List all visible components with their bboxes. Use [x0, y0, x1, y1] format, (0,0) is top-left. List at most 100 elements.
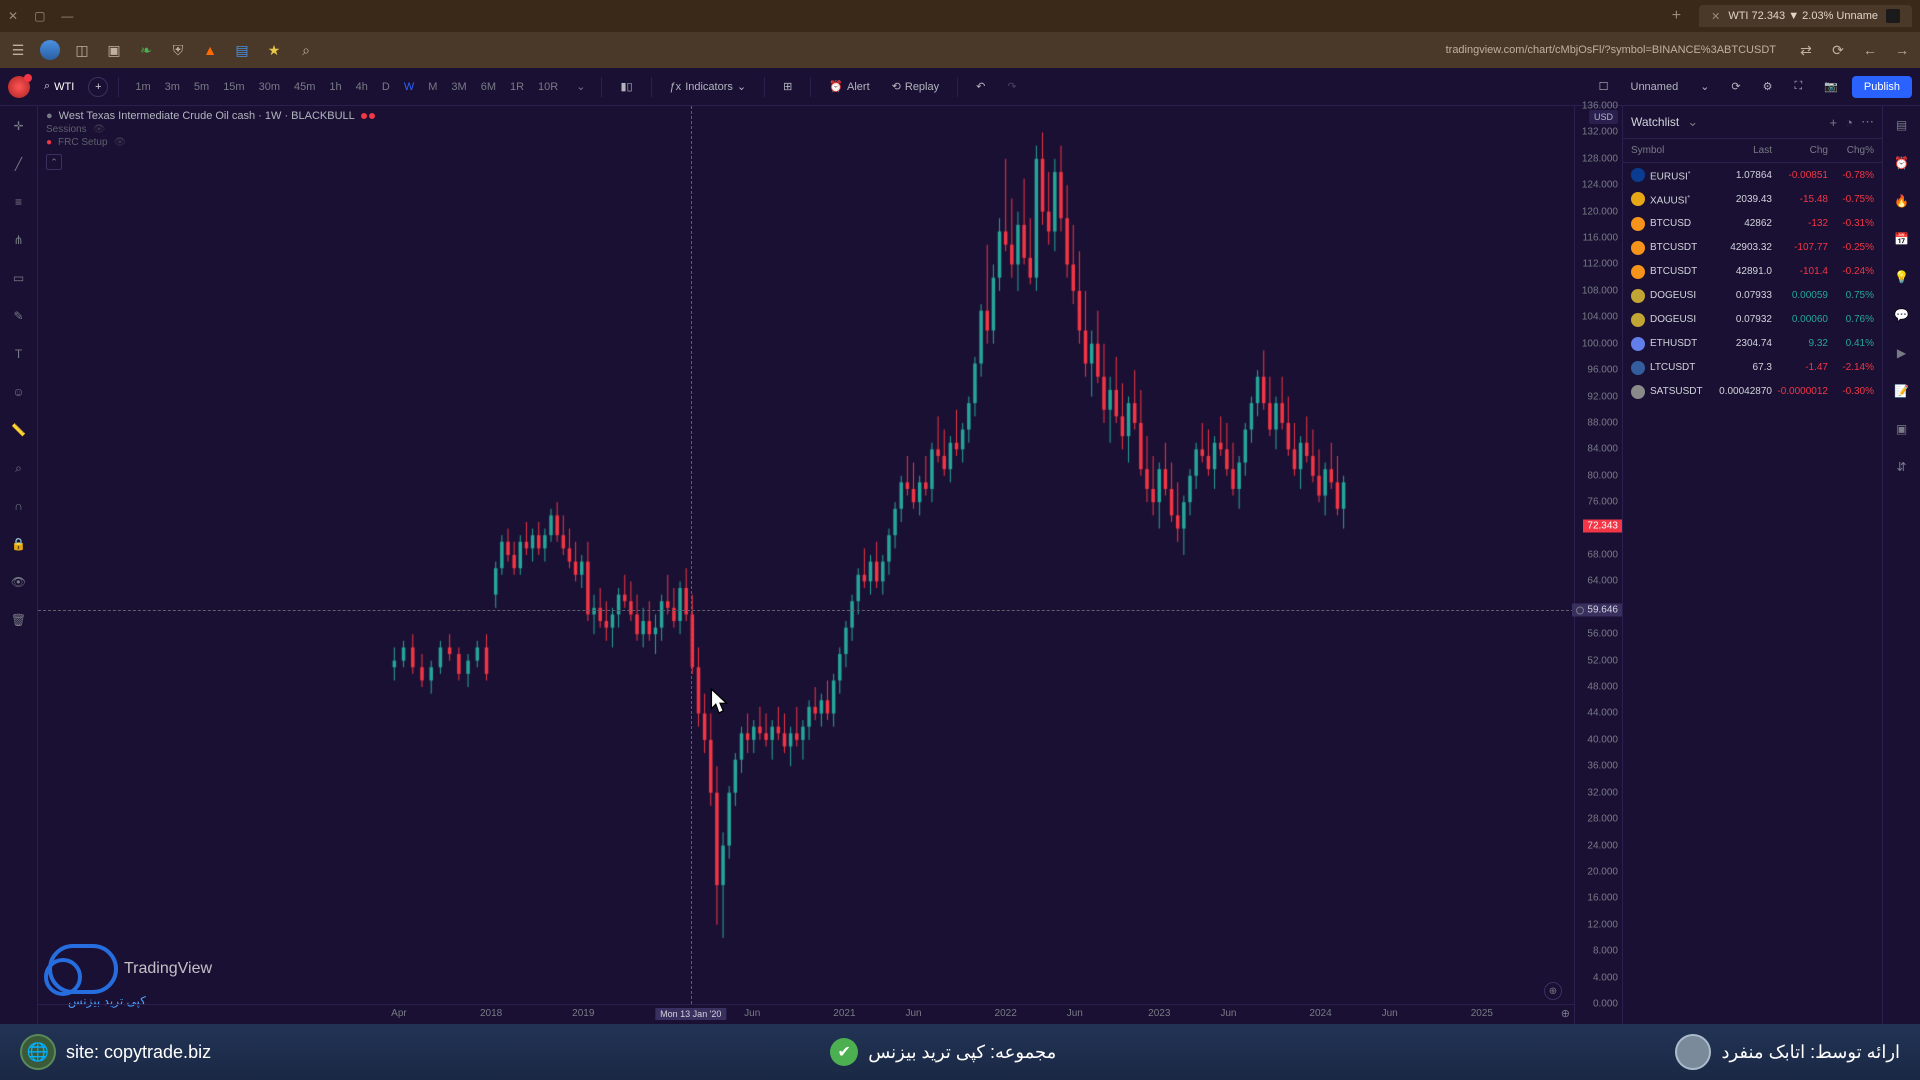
stream-icon[interactable]: ▶: [1891, 342, 1913, 364]
interval-1m[interactable]: 1m: [129, 77, 156, 97]
cloud-icon[interactable]: ⟳: [1723, 76, 1748, 97]
notes-icon[interactable]: 📝: [1891, 380, 1913, 402]
cursor-tool-icon[interactable]: ✛: [7, 114, 31, 138]
interval-10R[interactable]: 10R: [532, 77, 564, 97]
ideas-icon[interactable]: 💡: [1891, 266, 1913, 288]
search-browser-icon[interactable]: ⌕: [296, 40, 316, 60]
watchlist-row[interactable]: LTCUSDT 67.3 -1.47 -2.14%: [1623, 356, 1882, 380]
chart-canvas[interactable]: [38, 106, 1574, 1004]
pitchfork-tool-icon[interactable]: ⋔: [7, 228, 31, 252]
interval-1h[interactable]: 1h: [323, 77, 347, 97]
interval-30m[interactable]: 30m: [253, 77, 286, 97]
magnet-tool-icon[interactable]: ∩: [7, 494, 31, 518]
interval-D[interactable]: D: [376, 77, 396, 97]
watchlist-row[interactable]: DOGEUSI 0.07933 0.00059 0.75%: [1623, 284, 1882, 308]
interval-M[interactable]: M: [422, 77, 443, 97]
back-icon[interactable]: ←: [1860, 40, 1880, 60]
fib-tool-icon[interactable]: ≡: [7, 190, 31, 214]
shapes-tool-icon[interactable]: ▭: [7, 266, 31, 290]
more-icon[interactable]: ⋯: [1861, 114, 1874, 130]
interval-more[interactable]: ⌄: [570, 76, 591, 97]
symbol-search[interactable]: ⌕ WTI: [36, 76, 82, 97]
watchlist-row[interactable]: BTCUSD 42862 -132 -0.31%: [1623, 212, 1882, 236]
undo-button[interactable]: ↶: [968, 76, 993, 97]
chart-area[interactable]: ● West Texas Intermediate Crude Oil cash…: [38, 106, 1574, 1024]
collapse-button[interactable]: ⌃: [46, 154, 62, 170]
new-tab-button[interactable]: +: [1666, 7, 1687, 25]
sidebar-icon[interactable]: ◫: [72, 40, 92, 60]
calendar-icon[interactable]: 📅: [1891, 228, 1913, 250]
watchlist-row[interactable]: BTCUSDT 42903.32 -107.77 -0.25%: [1623, 236, 1882, 260]
forward-icon[interactable]: →: [1892, 40, 1912, 60]
text-tool-icon[interactable]: T: [7, 342, 31, 366]
alerts-icon[interactable]: ⏰: [1891, 152, 1913, 174]
replay-button[interactable]: ⟲Replay: [884, 76, 947, 97]
interval-5m[interactable]: 5m: [188, 77, 215, 97]
eye-tool-icon[interactable]: 👁: [7, 570, 31, 594]
watchlist-row[interactable]: XAUUSI• 2039.43 -15.48 -0.75%: [1623, 187, 1882, 211]
alert-button[interactable]: ⏰Alert: [821, 76, 877, 97]
shield-icon[interactable]: ⛨: [168, 40, 188, 60]
watchlist-row[interactable]: SATSUSDT 0.00042870 -0.0000012 -0.30%: [1623, 380, 1882, 404]
restore-window-icon[interactable]: ▢: [34, 9, 45, 23]
orderbook-icon[interactable]: ⇵: [1891, 456, 1913, 478]
watchlist-row[interactable]: EURUSI• 1.07864 -0.00851 -0.78%: [1623, 163, 1882, 187]
note-icon[interactable]: ▤: [232, 40, 252, 60]
redo-button[interactable]: ↷: [999, 76, 1024, 97]
layout-name[interactable]: Unnamed: [1623, 77, 1687, 97]
hotlist-icon[interactable]: 🔥: [1891, 190, 1913, 212]
add-symbol-button[interactable]: +: [88, 77, 108, 97]
watchlist-icon[interactable]: ▤: [1891, 114, 1913, 136]
interval-4h[interactable]: 4h: [350, 77, 374, 97]
interval-45m[interactable]: 45m: [288, 77, 321, 97]
watchlist-row[interactable]: BTCUSDT 42891.0 -101.4 -0.24%: [1623, 260, 1882, 284]
reload-icon[interactable]: ⟳: [1828, 40, 1848, 60]
avatar-icon[interactable]: [40, 40, 60, 60]
reset-scale-button[interactable]: ⊕: [1544, 982, 1562, 1000]
chevron-down-icon[interactable]: ⌄: [1692, 76, 1717, 97]
star-icon[interactable]: ★: [264, 40, 284, 60]
chat-icon[interactable]: 💬: [1891, 304, 1913, 326]
add-watchlist-icon[interactable]: +: [1830, 115, 1838, 130]
grid-icon[interactable]: ⊞: [775, 76, 800, 97]
interval-6M[interactable]: 6M: [475, 77, 502, 97]
publish-button[interactable]: Publish: [1852, 76, 1912, 98]
ruler-tool-icon[interactable]: 📏: [7, 418, 31, 442]
menu-icon[interactable]: ☰: [8, 40, 28, 60]
browser-tab[interactable]: ✕ WTI 72.343 ▼ 2.03% Unname: [1699, 5, 1912, 27]
zoom-tool-icon[interactable]: ⌕: [7, 456, 31, 480]
gear-icon[interactable]: ⚙: [1755, 76, 1781, 97]
camera-icon[interactable]: 📷: [1816, 76, 1846, 97]
price-axis[interactable]: USD 136.000132.000128.000124.000120.0001…: [1574, 106, 1622, 1024]
interval-15m[interactable]: 15m: [217, 77, 250, 97]
goto-date-button[interactable]: ⊕: [1561, 1007, 1570, 1020]
watchlist-row[interactable]: DOGEUSI 0.07932 0.00060 0.76%: [1623, 308, 1882, 332]
candles-icon[interactable]: ▮▯: [612, 76, 640, 97]
fire-icon[interactable]: ▲: [200, 40, 220, 60]
brush-tool-icon[interactable]: ✎: [7, 304, 31, 328]
fullscreen-icon[interactable]: ⛶: [1787, 76, 1811, 97]
lock-tool-icon[interactable]: 🔒: [7, 532, 31, 556]
eye-icon[interactable]: 👁: [114, 137, 127, 148]
eye-icon[interactable]: 👁: [93, 124, 106, 135]
interval-W[interactable]: W: [398, 77, 420, 97]
leaf-icon[interactable]: ❧: [136, 40, 156, 60]
interval-1R[interactable]: 1R: [504, 77, 530, 97]
close-window-icon[interactable]: ✕: [8, 9, 18, 23]
indicators-button[interactable]: ƒxIndicators⌄: [662, 76, 755, 97]
emoji-tool-icon[interactable]: ☺: [7, 380, 31, 404]
interval-3M[interactable]: 3M: [445, 77, 472, 97]
layout-checkbox[interactable]: ☐: [1591, 76, 1617, 97]
time-axis[interactable]: Apr20182019Mon 13 Jan '20Jun2021Jun2022J…: [38, 1004, 1574, 1024]
user-avatar[interactable]: [8, 76, 30, 98]
trendline-tool-icon[interactable]: ╱: [7, 152, 31, 176]
minimize-window-icon[interactable]: —: [61, 9, 73, 23]
watchlist-row[interactable]: ETHUSDT 2304.74 9.32 0.41%: [1623, 332, 1882, 356]
trash-tool-icon[interactable]: 🗑: [7, 608, 31, 632]
news-icon[interactable]: ▣: [1891, 418, 1913, 440]
filter-icon[interactable]: ◔: [1845, 115, 1853, 130]
reader-icon[interactable]: ⇄: [1796, 40, 1816, 60]
currency-button[interactable]: USD: [1589, 110, 1618, 124]
interval-3m[interactable]: 3m: [159, 77, 186, 97]
close-tab-icon[interactable]: ✕: [1711, 10, 1720, 23]
